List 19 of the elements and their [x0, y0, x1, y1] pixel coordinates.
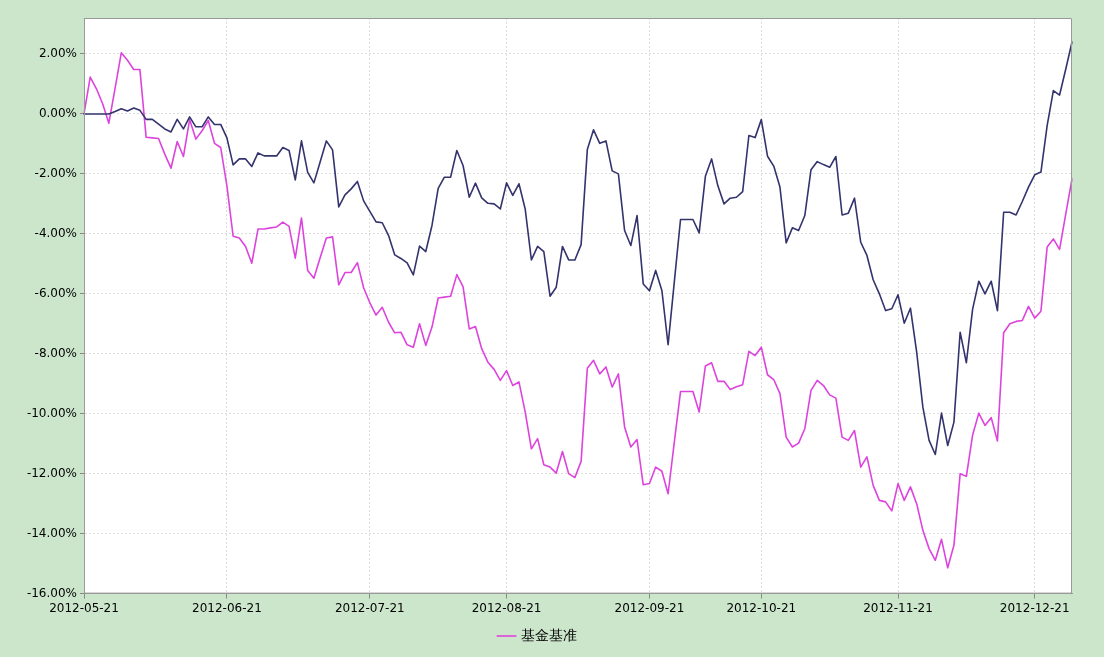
y-tick-label: -10.00% [26, 405, 77, 420]
x-tick-label: 2012-06-21 [192, 600, 262, 615]
legend-label: 基金基准 [520, 626, 577, 643]
x-tick-label: 2012-12-21 [999, 600, 1070, 615]
x-tick-label: 2012-05-21 [49, 600, 119, 615]
y-tick-label: -12.00% [26, 465, 77, 480]
y-tick-label: -6.00% [34, 285, 77, 300]
y-tick-label: 0.00% [38, 106, 77, 121]
x-tick-label: 2012-08-21 [471, 600, 542, 615]
x-tick-label: 2012-07-21 [334, 600, 405, 615]
y-tick-label: -4.00% [34, 225, 77, 240]
x-tick-label: 2012-09-21 [614, 600, 685, 615]
y-tick-label: -16.00% [26, 585, 77, 600]
x-tick-label: 2012-10-21 [726, 600, 797, 615]
y-tick-label: 2.00% [38, 46, 77, 61]
y-tick-label: -14.00% [26, 525, 77, 540]
x-tick-label: 2012-11-21 [863, 600, 933, 615]
y-tick-label: -2.00% [34, 166, 77, 181]
y-tick-label: -8.00% [34, 345, 77, 360]
